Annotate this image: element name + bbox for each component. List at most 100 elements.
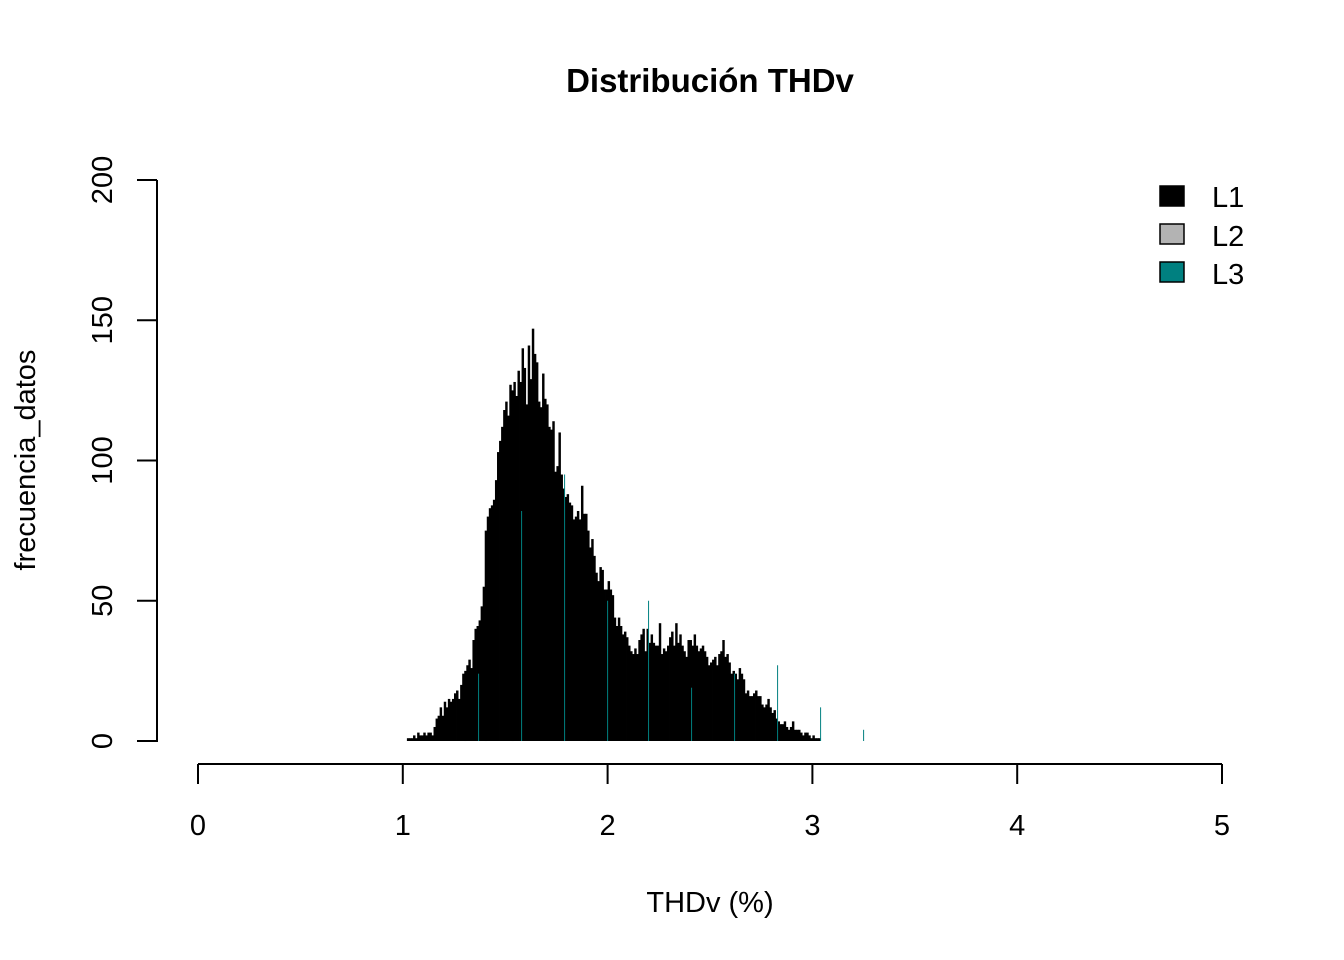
histogram-bar [644,651,647,741]
histogram-bar [755,690,758,741]
histogram-bar [544,398,547,741]
x-tick-label: 0 [190,810,206,842]
histogram-bar [738,668,742,741]
histogram-bar [576,510,580,741]
histogram-bar [781,724,785,741]
histogram-bar [482,586,486,741]
histogram-bar [765,704,768,741]
histogram-bar [519,381,522,741]
histogram-bar [546,404,549,741]
histogram-bar [714,656,717,741]
histogram-bar [435,718,439,741]
histogram-bar [472,640,475,741]
histogram-bar [673,645,676,741]
histogram-bar [671,631,674,741]
histogram-bar [517,370,520,741]
x-axis-label: THDv (%) [646,887,773,919]
histogram-bar [707,665,711,741]
histogram-bar [761,704,764,741]
histogram-bar [722,640,725,741]
histogram-bar [437,715,441,741]
legend-swatch-l3 [1159,261,1185,283]
histogram-bar [816,738,819,741]
histogram-bar [656,645,660,741]
histogram-bar [750,696,754,741]
y-tick-label: 200 [87,156,119,204]
histogram-bar [748,696,752,741]
histogram-bar [478,620,482,741]
histogram-bar [683,651,686,741]
histogram-bar [724,656,727,741]
histogram-bar [646,628,649,741]
x-tick-label: 3 [804,810,820,842]
legend-label-l1: L1 [1212,182,1244,214]
histogram-bar [734,673,738,741]
histogram-bar [763,707,766,741]
histogram-bar [621,634,625,741]
histogram-bar [568,502,572,741]
histogram-bar [740,673,744,741]
histogram-bar [693,634,697,741]
histogram-bar [558,432,561,741]
histogram-bar [640,634,643,741]
histogram-bar [695,645,699,741]
histogram-bar [451,698,455,741]
histogram-bar [619,626,623,741]
histogram-bar [662,648,666,741]
histogram-bar [716,665,719,741]
histogram-bar [785,726,789,741]
histogram-bar [796,729,799,741]
histogram-bar [585,513,588,741]
x-tick-label: 5 [1214,810,1230,842]
histogram-bar [460,684,463,741]
histogram-bar [578,519,582,741]
histogram-bar [595,572,598,741]
histogram-bar [525,404,529,741]
histogram-bar [697,651,701,741]
histogram-bar [433,726,436,741]
histogram-bar [810,738,813,741]
histogram-bar [800,732,803,741]
histogram-bar [429,732,432,741]
histogram-bar [652,642,656,741]
histogram-bar [609,589,613,741]
histogram-bar [628,645,631,741]
histogram-bar [572,519,576,741]
y-tick-label: 100 [87,436,119,484]
histogram-bar [742,679,746,741]
histogram-bar [603,589,606,741]
histogram-bar [468,659,471,741]
histogram-bar [542,373,545,741]
histogram-bar [689,640,692,741]
histogram-bar [666,645,670,741]
histogram-bar [443,701,447,741]
histogram-bar [574,516,578,741]
histogram-bar [636,654,639,741]
y-tick-label: 0 [87,733,119,749]
y-axis-label: frecuencia_datos [10,350,42,571]
histogram-bar [423,732,426,741]
histogram-bar [658,623,662,741]
histogram-bar [615,626,619,741]
histogram-bar [617,617,621,741]
histogram-bar [648,642,652,741]
histogram-bar [642,628,645,741]
histogram-bar [759,696,762,741]
x-tick-label: 4 [1009,810,1025,842]
histogram-bar [554,471,557,741]
histogram-bar [779,724,783,741]
histogram-bar [499,440,502,741]
l3-bars [478,474,865,741]
histogram-bar [773,710,776,741]
histogram-bar [703,651,707,741]
histogram-bar [720,651,723,741]
histogram-bar [777,721,781,741]
histogram-bar [728,662,731,741]
histogram-bar [503,410,506,741]
histogram-bar [509,384,512,741]
histogram-bars [406,328,821,742]
histogram-bar [564,496,568,741]
histogram-bar [540,407,543,741]
histogram-bar [814,738,817,741]
histogram-bar [699,648,703,741]
